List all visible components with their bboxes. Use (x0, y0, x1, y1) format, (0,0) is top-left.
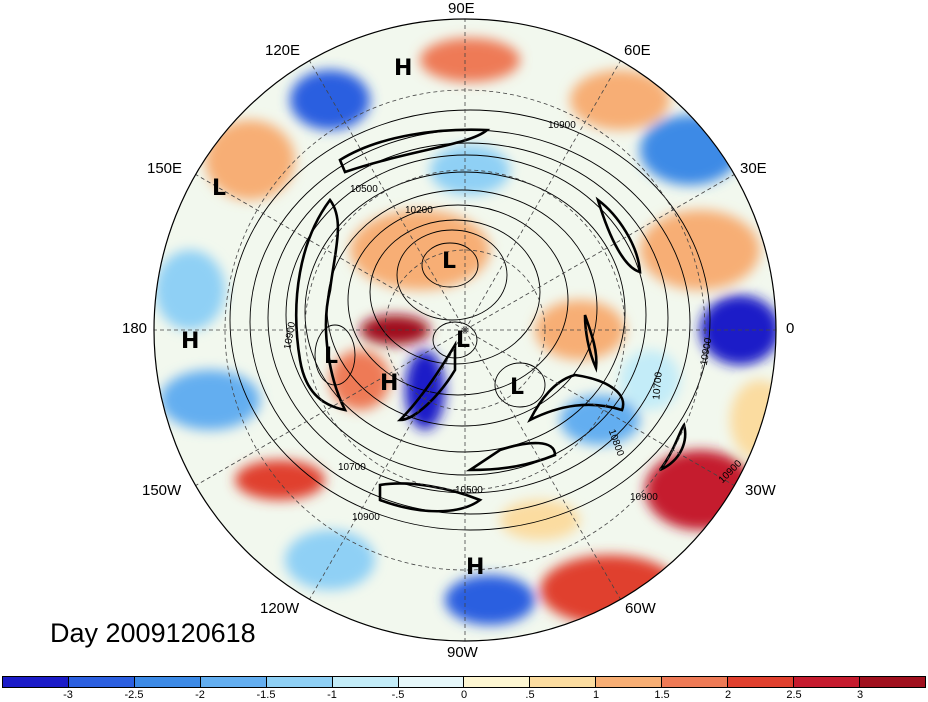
colorbar-tick-label: -2 (195, 689, 205, 701)
colorbar-tick-label: -1 (327, 689, 337, 701)
pressure-centers: H L L H L L H L H (181, 56, 524, 580)
colorbar-swatch (859, 677, 925, 687)
colorbar-swatch (464, 677, 531, 687)
contour-label: 10900 (352, 512, 380, 523)
map-title: Day 2009120618 (50, 618, 256, 648)
colorbar-swatch (596, 677, 663, 687)
colorbar-tick-label: 3 (856, 689, 864, 701)
colorbar-tick-label: 2.5 (786, 689, 802, 701)
colorbar-swatch (530, 677, 597, 687)
longitude-label-120w: 120W (260, 600, 300, 617)
longitude-label-150w: 150W (142, 482, 182, 499)
colorbar-swatch (3, 677, 69, 687)
contour-label: 10900 (630, 492, 658, 503)
colorbar-tick-label: -1.5 (256, 689, 276, 701)
contour-label: 10700 (651, 371, 664, 400)
longitude-label-180: 180 (122, 320, 148, 337)
contour-label: 10900 (548, 120, 576, 131)
longitude-label-30w: 30W (745, 482, 776, 499)
colorbar-swatch (794, 677, 860, 687)
longitude-label-30e: 30E (740, 160, 767, 177)
longitude-label-120e: 120E (265, 42, 301, 59)
graticule (154, 19, 776, 641)
contour-label: 10900 (699, 337, 715, 367)
longitude-label-150e: 150E (147, 160, 183, 177)
longitude-label-60w: 60W (625, 600, 656, 617)
colorbar-swatch (68, 677, 135, 687)
colorbar-swatch (332, 677, 399, 687)
anomaly-field (154, 19, 776, 641)
colorbar-swatch (662, 677, 729, 687)
colorbar-tick-label: 0 (460, 689, 468, 701)
colorbar-tick-label: 1 (592, 689, 600, 701)
colorbar-swatch (200, 677, 267, 687)
colorbar (2, 676, 926, 688)
map-boundary (153, 18, 777, 642)
contour-label: 10700 (338, 462, 366, 473)
jet-contours (295, 128, 687, 513)
colorbar-tick-label: -.5 (391, 689, 405, 701)
contour-label: 10500 (455, 485, 483, 496)
low-pressure-marker: L (212, 176, 226, 201)
low-pressure-marker: L (442, 249, 456, 274)
colorbar-tick-label: 2 (724, 689, 732, 701)
high-pressure-marker: H (466, 555, 484, 580)
high-pressure-marker: H (394, 56, 412, 81)
colorbar-swatch (266, 677, 333, 687)
colorbar-tick-label: -3 (63, 689, 73, 701)
colorbar-tick-label: 1.5 (654, 689, 670, 701)
longitude-label-0: 0 (786, 320, 795, 337)
low-pressure-marker: L (456, 328, 470, 353)
low-pressure-marker: L (510, 375, 524, 400)
low-pressure-marker: L (324, 344, 338, 369)
high-pressure-marker: H (380, 371, 398, 396)
longitude-label-90e: 90E (448, 0, 475, 17)
colorbar-swatch (398, 677, 465, 687)
colorbar-swatch (728, 677, 795, 687)
colorbar-swatch (134, 677, 201, 687)
longitude-label-60e: 60E (624, 42, 651, 59)
contour-label: 10900 (282, 321, 298, 351)
contour-label: 10500 (350, 184, 378, 195)
colorbar-tick-label: .5 (525, 689, 535, 701)
colorbar-tick-label: -2.5 (124, 689, 144, 701)
high-pressure-marker: H (181, 329, 199, 354)
longitude-label-90w: 90W (447, 644, 478, 661)
contour-label: 10200 (405, 205, 433, 216)
